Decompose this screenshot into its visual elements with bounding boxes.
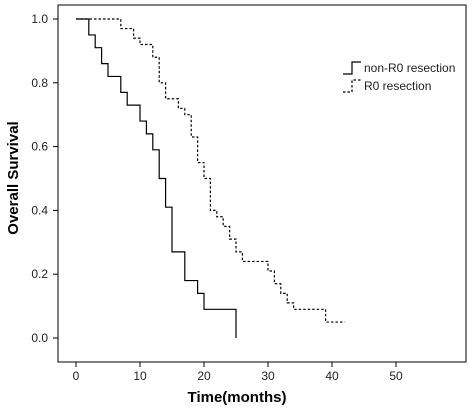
legend: non-R0 resection R0 resection <box>343 61 455 93</box>
x-tick-label: 40 <box>325 369 339 383</box>
y-tick-label: 0.0 <box>31 331 48 345</box>
legend-label: R0 resection <box>364 79 431 93</box>
y-tick-label: 0.2 <box>31 267 48 281</box>
x-tick-label: 30 <box>261 369 275 383</box>
y-axis-title: Overall Survival <box>5 121 22 234</box>
plot-area <box>57 4 467 363</box>
x-axis-title: Time(months) <box>188 389 287 406</box>
x-tick-label: 50 <box>389 369 403 383</box>
y-tick-label: 0.8 <box>31 76 48 90</box>
x-tick-label: 20 <box>197 369 211 383</box>
series-r0-line <box>76 18 345 323</box>
x-tick-label: 10 <box>133 369 147 383</box>
legend-swatch <box>343 61 361 75</box>
y-tick-label: 0.4 <box>31 203 48 217</box>
x-tick-label: 0 <box>73 369 80 383</box>
x-axis-ticks: 0 10 20 30 40 50 <box>73 362 403 383</box>
y-tick-label: 1.0 <box>31 12 48 26</box>
series-non-r0-line <box>76 18 237 338</box>
legend-label: non-R0 resection <box>364 61 455 75</box>
y-axis-ticks: 0.0 0.2 0.4 0.6 0.8 1.0 <box>31 12 58 345</box>
legend-swatch <box>343 79 361 93</box>
series-layer <box>76 18 345 338</box>
y-tick-label: 0.6 <box>31 140 48 154</box>
